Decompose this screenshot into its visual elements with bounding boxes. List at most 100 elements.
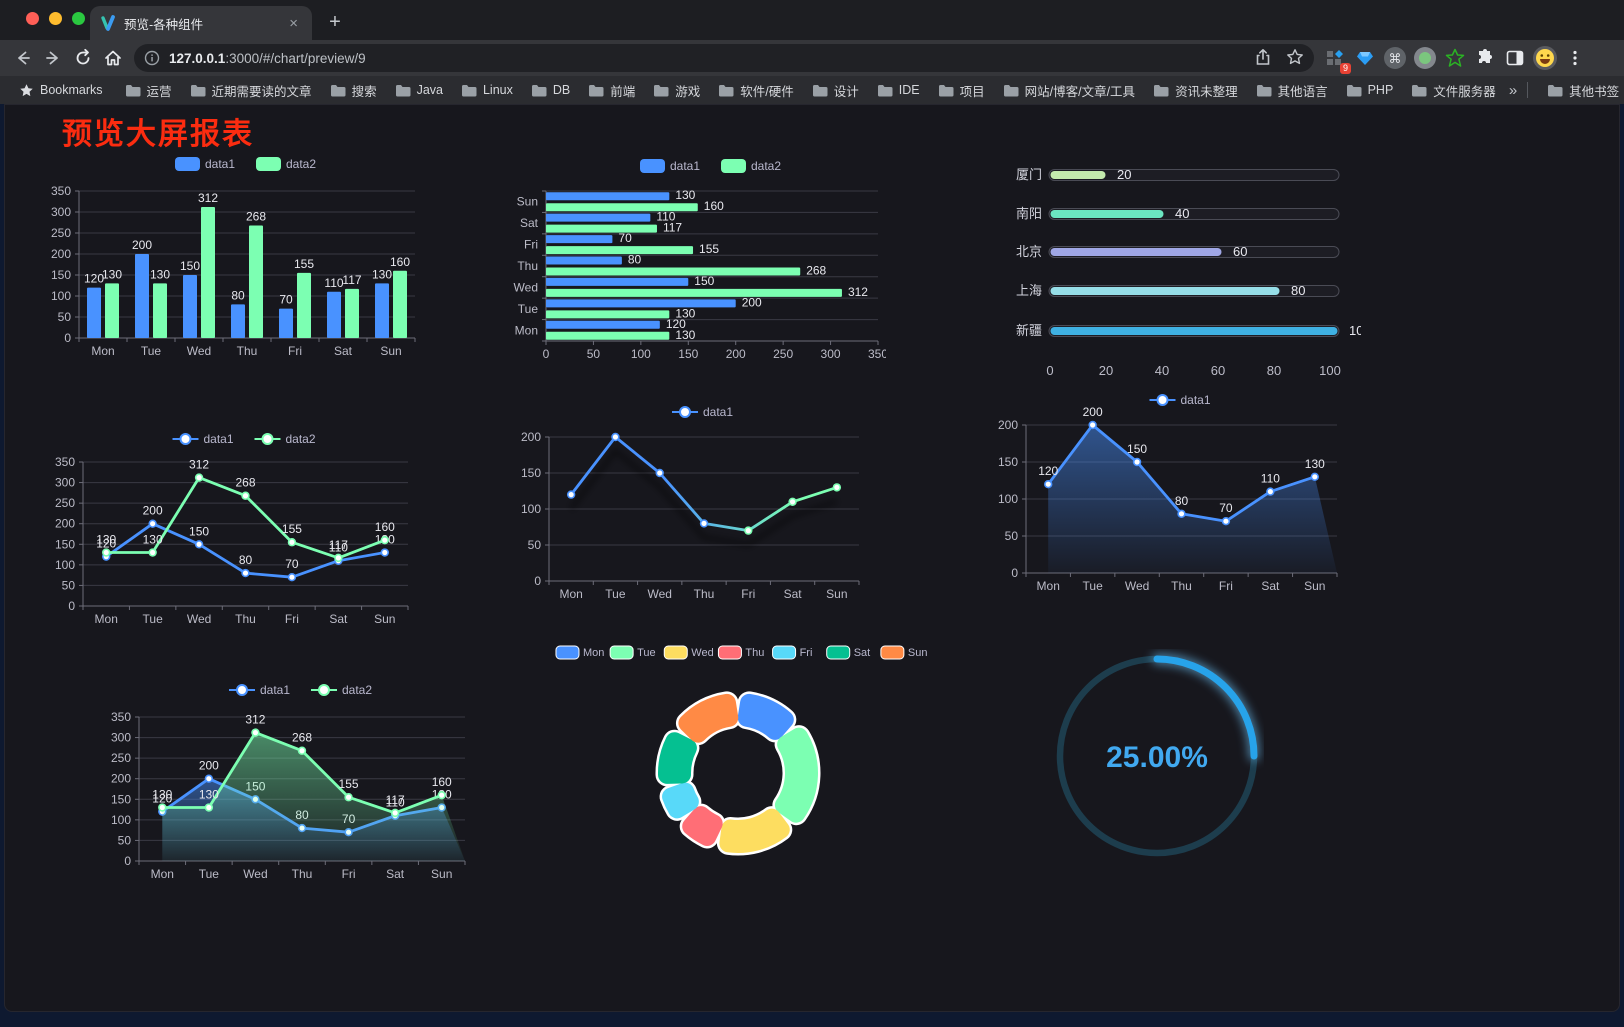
chart-gauge[interactable]: 25.00% xyxy=(1050,649,1264,863)
bookmark-folder[interactable]: 其他语言 xyxy=(1247,79,1337,102)
svg-text:117: 117 xyxy=(329,538,348,552)
extension-grid-icon[interactable]: 9 xyxy=(1320,44,1351,74)
svg-text:Thu: Thu xyxy=(745,647,764,659)
bookmark-folder[interactable]: DB xyxy=(522,81,579,99)
home-icon[interactable] xyxy=(98,44,128,72)
bookmark-folder[interactable]: Linux xyxy=(452,81,522,99)
chart-line-area[interactable]: 0 50 100 150 200 Mon Tue Wed Thu Fri Sat Sun 120 200 1… xyxy=(989,387,1345,599)
svg-text:110: 110 xyxy=(1261,472,1280,486)
svg-text:268: 268 xyxy=(246,209,266,223)
profile-avatar[interactable] xyxy=(1530,44,1560,72)
svg-text:Mon: Mon xyxy=(559,587,582,601)
bookmark-folder[interactable]: 网站/博客/文章/工具 xyxy=(994,79,1144,102)
svg-text:Mon: Mon xyxy=(583,647,604,659)
bookmarks-root[interactable]: Bookmarks xyxy=(10,81,112,100)
chart-line-gradient[interactable]: 0 50 100 150 200 Mon Tue Wed Thu Fri Sat Sun data1 xyxy=(511,399,867,613)
forward-icon[interactable] xyxy=(38,44,68,72)
menu-kebab-icon[interactable] xyxy=(1560,44,1590,72)
bookmark-folder[interactable]: 资讯未整理 xyxy=(1144,79,1247,102)
svg-text:50: 50 xyxy=(62,578,76,592)
bookmark-folder[interactable]: 游戏 xyxy=(644,79,709,102)
bookmark-folder[interactable]: 前端 xyxy=(579,79,644,102)
zoom-window-button[interactable] xyxy=(72,12,85,25)
svg-text:130: 130 xyxy=(675,306,695,320)
site-info-icon[interactable] xyxy=(144,50,160,66)
extension-command-icon[interactable]: ⌘ xyxy=(1380,44,1410,72)
svg-text:117: 117 xyxy=(663,221,682,235)
svg-text:Sun: Sun xyxy=(517,195,538,209)
svg-text:data2: data2 xyxy=(342,683,372,697)
svg-text:80: 80 xyxy=(1175,494,1189,508)
chart-bar-grouped[interactable]: 0 50 100 150 200 250 300 350 Mon Tue Wed Thu Fri Sat S… xyxy=(41,151,433,365)
svg-text:100: 100 xyxy=(51,289,71,303)
bookmark-folder[interactable]: 运营 xyxy=(116,79,181,102)
svg-text:70: 70 xyxy=(618,231,632,245)
address-bar[interactable]: 127.0.0.1:3000/#/chart/preview/9 xyxy=(134,44,1314,72)
new-tab-button[interactable]: + xyxy=(329,11,341,33)
share-icon[interactable] xyxy=(1254,48,1272,69)
svg-text:120: 120 xyxy=(666,317,686,331)
svg-text:Sun: Sun xyxy=(431,867,452,881)
svg-text:50: 50 xyxy=(58,310,72,324)
svg-text:200: 200 xyxy=(111,772,131,786)
svg-text:Fri: Fri xyxy=(342,867,356,881)
bookmark-folder[interactable]: 文件服务器 xyxy=(1402,79,1505,102)
tab-title: 预览-各种组件 xyxy=(124,17,204,32)
svg-text:data1: data1 xyxy=(703,405,733,419)
extension-gem-icon[interactable] xyxy=(1350,44,1380,72)
chart-progress-bars[interactable]: 厦门 20 南阳 40 北京 60 上海 80 新疆 100 0 20 40 60 80 100 xyxy=(1001,153,1361,387)
reload-icon[interactable] xyxy=(68,44,98,72)
extensions-puzzle-icon[interactable] xyxy=(1470,44,1500,72)
svg-text:117: 117 xyxy=(342,273,361,287)
extension-green-star-icon[interactable] xyxy=(1440,44,1470,72)
bookmark-folder[interactable]: IDE xyxy=(868,81,929,99)
bookmark-folder[interactable]: Java xyxy=(386,81,452,99)
chart-donut[interactable]: Mon Tue Wed Thu Fri Sat Sun xyxy=(546,637,936,889)
svg-text:250: 250 xyxy=(773,347,793,361)
side-panel-icon[interactable] xyxy=(1500,44,1530,72)
svg-text:130: 130 xyxy=(102,267,122,281)
svg-text:150: 150 xyxy=(111,792,131,806)
bookmark-folder[interactable]: 搜索 xyxy=(321,79,386,102)
bookmark-star-icon[interactable] xyxy=(1286,48,1304,69)
svg-text:20: 20 xyxy=(1117,167,1131,182)
svg-text:Fri: Fri xyxy=(288,344,302,358)
svg-text:20: 20 xyxy=(1099,363,1113,378)
close-window-button[interactable] xyxy=(26,12,39,25)
chart-line-two-area[interactable]: 0 50 100 150 200 250 300 350 Mon Tue Wed Thu Fri Sat S… xyxy=(101,677,473,891)
svg-text:100: 100 xyxy=(1349,323,1361,338)
svg-text:data2: data2 xyxy=(286,432,316,446)
svg-text:130: 130 xyxy=(150,267,170,281)
chart-bar-horizontal[interactable]: Mon Tue Wed Thu Fri Sat Sun 0 50 100 150 200 250 300 3… xyxy=(506,153,886,367)
extension-record-icon[interactable] xyxy=(1410,44,1440,72)
svg-text:Tue: Tue xyxy=(637,647,656,659)
bookmark-folder[interactable]: 近期需要读的文章 xyxy=(181,79,321,102)
svg-text:Thu: Thu xyxy=(1171,579,1192,593)
other-bookmarks[interactable]: 其他书签 xyxy=(1538,79,1623,102)
back-icon[interactable] xyxy=(8,44,38,72)
minimize-window-button[interactable] xyxy=(49,12,62,25)
svg-text:25.00%: 25.00% xyxy=(1106,741,1208,774)
bookmark-folder[interactable]: 设计 xyxy=(803,79,868,102)
svg-text:Tue: Tue xyxy=(518,302,539,316)
svg-text:160: 160 xyxy=(704,199,724,213)
svg-text:312: 312 xyxy=(848,285,868,299)
svg-text:Thu: Thu xyxy=(694,587,715,601)
svg-text:100: 100 xyxy=(998,492,1018,506)
chart-line-two-series[interactable]: 0 50 100 150 200 250 300 350 Mon Tue Wed Thu Fri Sat S… xyxy=(46,426,416,638)
folder-icon xyxy=(589,84,604,96)
svg-text:200: 200 xyxy=(143,504,163,518)
browser-tab[interactable]: 预览-各种组件 × xyxy=(90,6,312,40)
folder-icon xyxy=(1154,84,1169,96)
svg-text:Thu: Thu xyxy=(517,259,538,273)
svg-text:268: 268 xyxy=(292,731,312,745)
bookmark-folder[interactable]: PHP xyxy=(1337,81,1403,99)
tab-close-icon[interactable]: × xyxy=(289,14,298,32)
svg-text:350: 350 xyxy=(55,455,75,469)
bookmark-folder[interactable]: 项目 xyxy=(929,79,994,102)
folder-icon xyxy=(719,84,734,96)
svg-text:130: 130 xyxy=(199,788,219,802)
svg-text:data1: data1 xyxy=(1181,393,1211,407)
bookmark-folder[interactable]: 软件/硬件 xyxy=(709,79,802,102)
bookmarks-overflow-chevron[interactable]: » xyxy=(1508,81,1518,99)
